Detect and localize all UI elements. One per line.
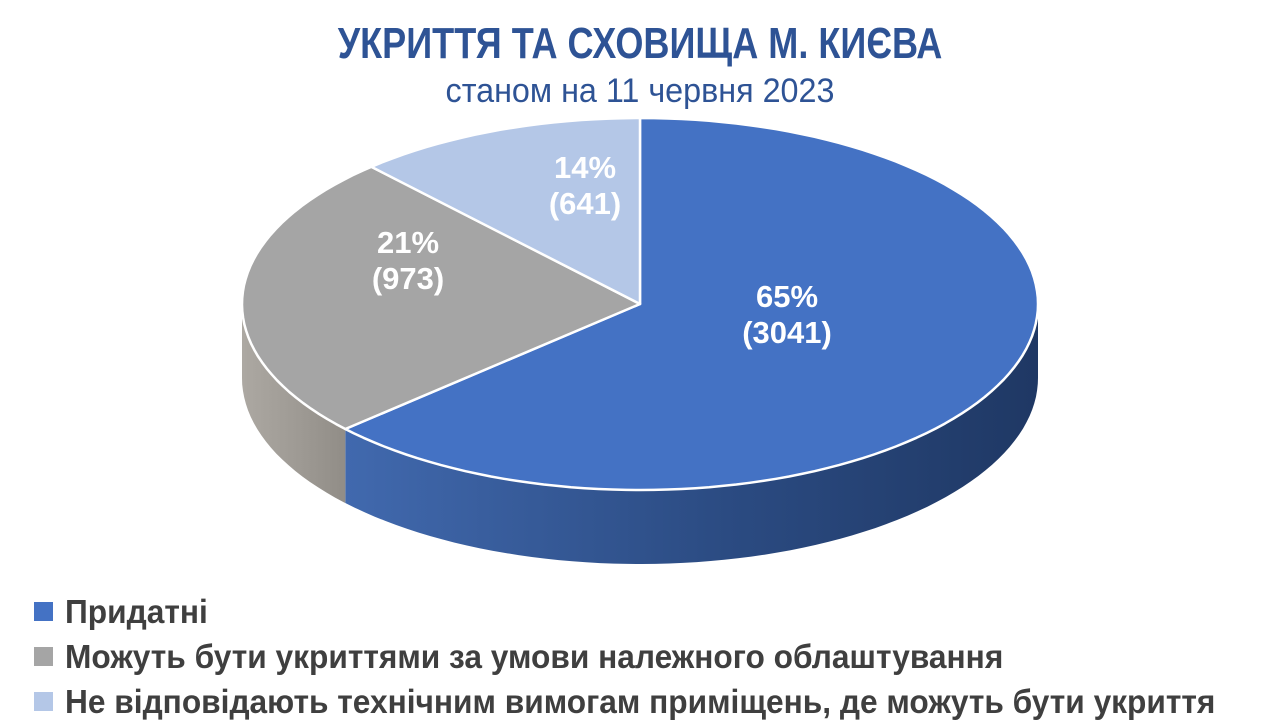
pie-slice xyxy=(240,165,642,431)
chart-subtitle: станом на 11 червня 2023 xyxy=(445,72,835,110)
legend-swatch-icon xyxy=(34,647,53,666)
legend-item: Придатні xyxy=(34,589,1274,634)
pie-slice-side xyxy=(242,304,346,503)
legend-swatch-icon xyxy=(34,602,53,621)
legend-label: Можуть бути укриттями за умови належного… xyxy=(65,638,1004,675)
legend-label: Не відповідають технічним вимогам приміщ… xyxy=(65,683,1216,720)
pie-slice xyxy=(344,116,1040,492)
legend-item: Не відповідають технічним вимогам приміщ… xyxy=(34,679,1274,720)
slice-label-value: (3041) xyxy=(742,315,832,350)
legend-swatch-icon xyxy=(34,692,53,711)
legend: Придатні Можуть бути укриттями за умови … xyxy=(34,589,1274,720)
chart-title: УКРИТТЯ ТА СХОВИЩА М. КИЄВА xyxy=(337,19,943,68)
legend-item: Можуть бути укриттями за умови належного… xyxy=(34,634,1274,679)
legend-label: Придатні xyxy=(65,593,208,630)
slice-label-value: (973) xyxy=(372,261,444,296)
slice-label-value: (641) xyxy=(549,186,621,221)
slice-label-percent: 14% xyxy=(554,150,616,185)
slice-label-percent: 65% xyxy=(756,279,818,314)
pie-slice xyxy=(370,116,642,306)
pie-slice-side xyxy=(345,304,1038,564)
slice-label-percent: 21% xyxy=(377,225,439,260)
